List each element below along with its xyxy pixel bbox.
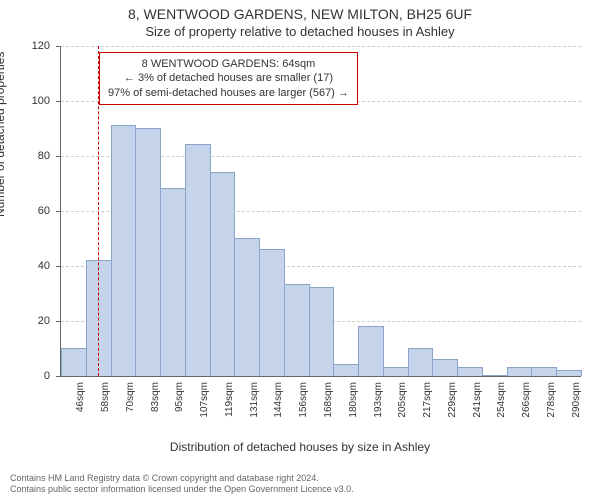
y-tick-label: 120 <box>0 40 50 52</box>
x-tick-label: 156sqm <box>298 382 309 418</box>
footer-line2: Contains public sector information licen… <box>10 484 354 496</box>
annotation-line3: 97% of semi-detached houses are larger (… <box>108 86 349 100</box>
histogram-bar <box>284 284 310 376</box>
histogram-bar <box>210 172 236 377</box>
footer-line1: Contains HM Land Registry data © Crown c… <box>10 473 354 485</box>
y-tick-label: 20 <box>0 315 50 327</box>
chart-subtitle: Size of property relative to detached ho… <box>0 24 600 39</box>
histogram-bar <box>531 367 557 376</box>
histogram-bar <box>160 188 186 376</box>
chart-title: 8, WENTWOOD GARDENS, NEW MILTON, BH25 6U… <box>0 6 600 22</box>
histogram-bar <box>457 367 483 376</box>
histogram-bar <box>309 287 335 376</box>
histogram-bar <box>259 249 285 377</box>
x-tick-label: 229sqm <box>447 382 458 418</box>
x-tick-label: 290sqm <box>571 382 582 418</box>
x-tick-label: 205sqm <box>397 382 408 418</box>
histogram-bar <box>482 375 508 376</box>
x-tick-label: 95sqm <box>174 382 185 412</box>
x-tick-label: 107sqm <box>199 382 210 418</box>
chart-container: 8, WENTWOOD GARDENS, NEW MILTON, BH25 6U… <box>0 0 600 500</box>
x-tick-label: 254sqm <box>496 382 507 418</box>
x-tick-label: 217sqm <box>422 382 433 418</box>
y-tick-label: 40 <box>0 260 50 272</box>
histogram-bar <box>383 367 409 376</box>
y-tick-label: 80 <box>0 150 50 162</box>
histogram-bar <box>556 370 582 377</box>
histogram-bar <box>61 348 87 377</box>
x-tick-label: 83sqm <box>150 382 161 412</box>
x-tick-label: 58sqm <box>100 382 111 412</box>
x-tick-label: 180sqm <box>348 382 359 418</box>
x-tick-label: 266sqm <box>521 382 532 418</box>
grid-line <box>61 46 581 47</box>
plot-area: 8 WENTWOOD GARDENS: 64sqm← 3% of detache… <box>60 46 581 377</box>
histogram-bar <box>507 367 533 376</box>
annotation-line1: 8 WENTWOOD GARDENS: 64sqm <box>108 57 349 71</box>
x-tick-label: 46sqm <box>75 382 86 412</box>
x-tick-label: 119sqm <box>224 382 235 417</box>
annotation-line2: ← 3% of detached houses are smaller (17) <box>108 71 349 85</box>
histogram-bar <box>358 326 384 377</box>
histogram-bar <box>111 125 137 376</box>
x-tick-label: 131sqm <box>249 382 260 418</box>
y-tick-label: 0 <box>0 370 50 382</box>
x-tick-label: 144sqm <box>273 382 284 418</box>
x-tick-label: 193sqm <box>373 382 384 418</box>
chart-footer: Contains HM Land Registry data © Crown c… <box>10 473 354 496</box>
annotation-box: 8 WENTWOOD GARDENS: 64sqm← 3% of detache… <box>99 52 358 105</box>
histogram-bar <box>432 359 458 377</box>
x-tick-label: 278sqm <box>546 382 557 418</box>
histogram-bar <box>408 348 434 377</box>
y-tick-label: 60 <box>0 205 50 217</box>
histogram-bar <box>234 238 260 377</box>
y-tick-label: 100 <box>0 95 50 107</box>
x-tick-label: 241sqm <box>472 382 483 418</box>
histogram-bar <box>135 128 161 377</box>
x-tick-label: 168sqm <box>323 382 334 418</box>
x-axis-label: Distribution of detached houses by size … <box>0 440 600 454</box>
histogram-bar <box>185 144 211 376</box>
x-tick-label: 70sqm <box>125 382 136 412</box>
histogram-bar <box>333 364 359 376</box>
